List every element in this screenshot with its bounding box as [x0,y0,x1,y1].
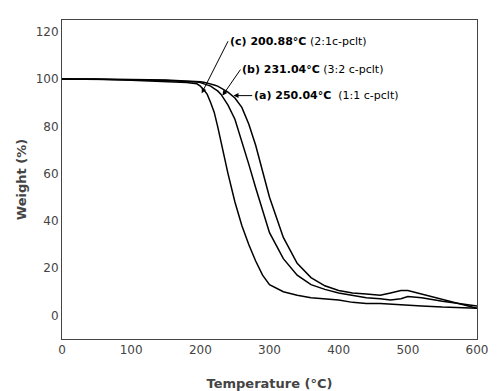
svg-text:400: 400 [327,343,350,357]
svg-text:40: 40 [43,214,58,228]
svg-text:0: 0 [51,309,59,323]
svg-text:(c) 200.88°C (2:1c-pclt): (c) 200.88°C (2:1c-pclt) [230,35,367,48]
svg-text:80: 80 [43,120,58,134]
svg-text:100: 100 [120,343,143,357]
svg-text:20: 20 [43,261,58,275]
svg-text:300: 300 [258,343,281,357]
svg-text:0: 0 [58,343,66,357]
svg-text:Weight (%): Weight (%) [14,139,29,220]
svg-text:(a) 250.04°C (1:1 c-pclt): (a) 250.04°C (1:1 c-pclt) [254,89,399,102]
svg-text:100: 100 [36,72,59,86]
svg-text:120: 120 [36,25,59,39]
svg-text:Temperature (°C): Temperature (°C) [207,376,333,391]
svg-text:60: 60 [43,167,58,181]
svg-text:500: 500 [396,343,419,357]
svg-text:(b) 231.04°C (3:2 c-pclt): (b) 231.04°C (3:2 c-pclt) [242,63,383,76]
svg-text:600: 600 [466,343,489,357]
svg-text:200: 200 [189,343,212,357]
